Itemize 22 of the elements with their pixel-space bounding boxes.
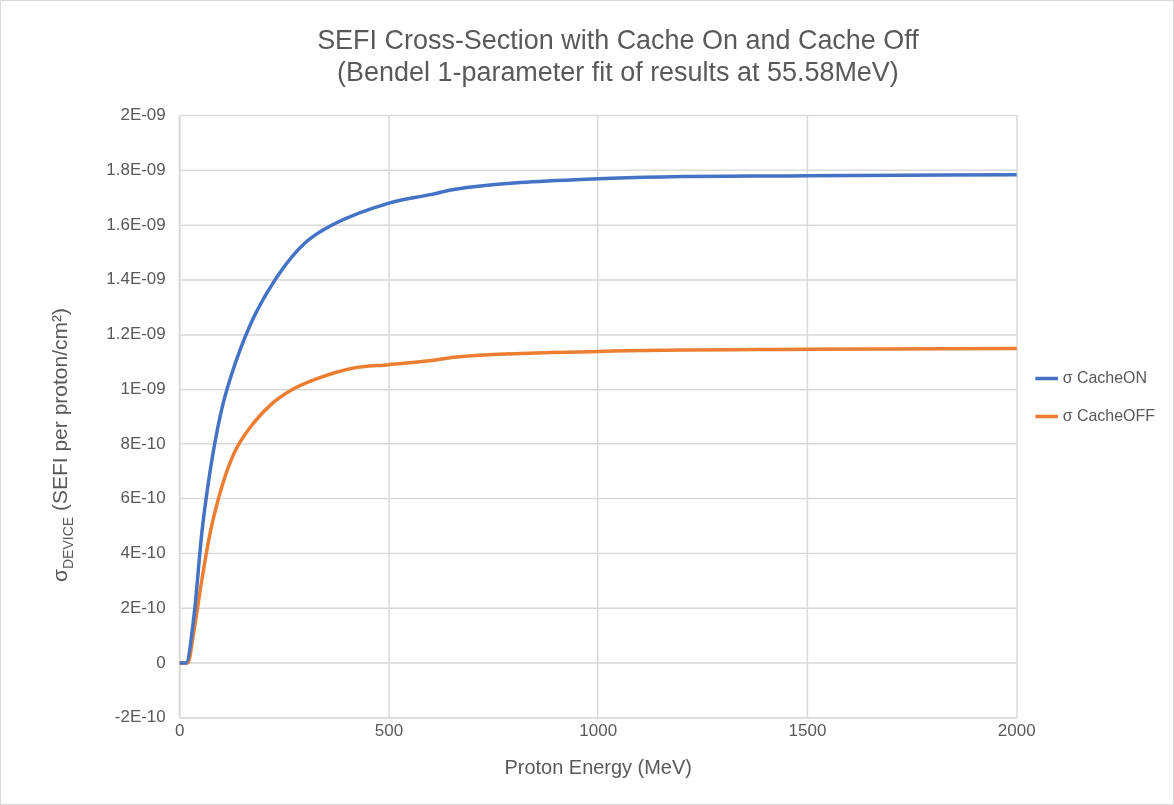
y-tick-label: 2E-09 xyxy=(120,105,166,125)
x-tick-label: 0 xyxy=(174,720,185,740)
y-tick-label: 4E-10 xyxy=(120,543,166,563)
y-tick-label: 1.4E-09 xyxy=(106,269,166,289)
x-tick-label: 1000 xyxy=(579,720,618,740)
legend-label: σ CacheON xyxy=(1062,368,1147,386)
y-tick-label: 1E-09 xyxy=(120,378,166,398)
x-tick-label: 2000 xyxy=(997,720,1036,740)
y-tick-label: 1.8E-09 xyxy=(106,159,166,179)
x-tick-label: 1500 xyxy=(788,720,827,740)
chart-title: SEFI Cross-Section with Cache On and Cache Off (Bendel 1-parameter fit of results at 55.58MeV) xyxy=(317,24,920,87)
x-axis-title: Proton Energy (MeV) xyxy=(504,755,692,778)
x-tick-label: 500 xyxy=(374,720,404,740)
legend-label: σ CacheOFF xyxy=(1062,406,1156,424)
y-tick-label: 1.6E-09 xyxy=(106,214,166,234)
y-tick-label: 6E-10 xyxy=(120,488,166,508)
y-tick-label: -2E-10 xyxy=(114,707,166,727)
line-series xyxy=(179,172,1017,665)
y-tick-label: 1.2E-09 xyxy=(106,324,166,344)
y-tick-label: 8E-10 xyxy=(120,433,166,453)
y-tick-label: 2E-10 xyxy=(120,597,166,617)
y-tick-label: 0 xyxy=(156,652,166,672)
